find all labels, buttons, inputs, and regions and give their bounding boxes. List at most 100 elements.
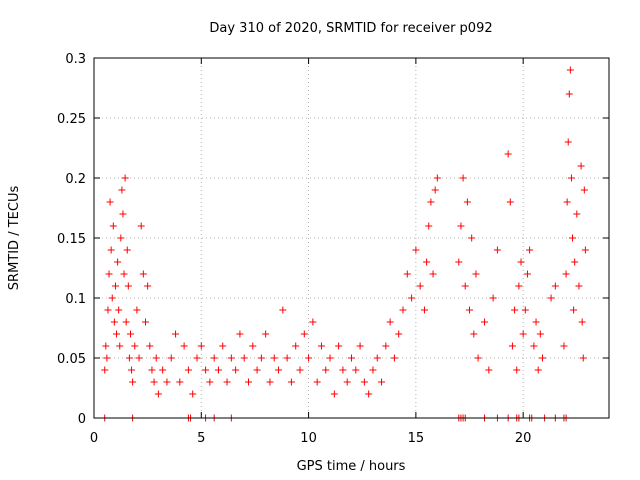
data-point bbox=[532, 318, 540, 326]
data-point bbox=[403, 270, 411, 278]
data-point bbox=[172, 330, 180, 338]
data-point bbox=[369, 366, 377, 374]
data-point bbox=[577, 162, 585, 170]
data-point bbox=[296, 366, 304, 374]
y-tick-label: 0.2 bbox=[65, 172, 86, 187]
data-point bbox=[365, 390, 373, 398]
data-point bbox=[569, 234, 577, 242]
data-point bbox=[360, 378, 368, 386]
data-point bbox=[137, 222, 145, 230]
data-point bbox=[154, 390, 162, 398]
data-point bbox=[523, 270, 531, 278]
data-point bbox=[339, 366, 347, 374]
data-point bbox=[431, 186, 439, 194]
data-point bbox=[232, 366, 240, 374]
data-point bbox=[122, 318, 130, 326]
data-point bbox=[416, 282, 424, 290]
data-point bbox=[472, 270, 480, 278]
data-point bbox=[219, 342, 227, 350]
data-point bbox=[202, 366, 210, 374]
data-point bbox=[163, 378, 171, 386]
data-point bbox=[146, 342, 154, 350]
data-point bbox=[580, 186, 588, 194]
data-point bbox=[189, 390, 197, 398]
data-point bbox=[489, 294, 497, 302]
data-point bbox=[126, 330, 134, 338]
y-tick-label: 0.15 bbox=[57, 232, 86, 247]
data-point bbox=[571, 258, 579, 266]
data-point bbox=[121, 174, 129, 182]
data-point bbox=[526, 246, 534, 254]
data-point bbox=[352, 366, 360, 374]
data-point bbox=[184, 366, 192, 374]
data-point bbox=[570, 306, 578, 314]
data-point bbox=[474, 354, 482, 362]
data-point bbox=[102, 342, 110, 350]
data-point bbox=[249, 342, 257, 350]
data-point bbox=[128, 366, 136, 374]
data-point bbox=[275, 366, 283, 374]
data-point bbox=[343, 378, 351, 386]
data-point bbox=[581, 246, 589, 254]
data-point bbox=[227, 354, 235, 362]
data-point bbox=[116, 342, 124, 350]
y-tick-label: 0.05 bbox=[57, 352, 86, 367]
y-axis-title: SRMTID / TECUs bbox=[7, 186, 22, 291]
data-point bbox=[348, 354, 355, 362]
data-point bbox=[579, 354, 587, 362]
data-point bbox=[538, 354, 546, 362]
data-point bbox=[481, 318, 489, 326]
data-point bbox=[270, 354, 278, 362]
data-point bbox=[313, 378, 321, 386]
data-point bbox=[433, 174, 441, 182]
data-point bbox=[193, 354, 201, 362]
data-point bbox=[124, 282, 132, 290]
data-point bbox=[110, 318, 118, 326]
x-tick-label: 20 bbox=[515, 431, 532, 446]
data-point bbox=[152, 354, 160, 362]
y-tick-label: 0 bbox=[78, 412, 86, 427]
data-point bbox=[144, 282, 152, 290]
data-point bbox=[386, 318, 394, 326]
data-point bbox=[139, 270, 147, 278]
y-tick-label: 0.3 bbox=[65, 52, 86, 67]
data-point bbox=[118, 186, 126, 194]
data-point bbox=[399, 306, 407, 314]
data-point bbox=[567, 174, 575, 182]
data-point bbox=[408, 294, 416, 302]
y-tick-label: 0.1 bbox=[65, 292, 86, 307]
data-point bbox=[283, 354, 291, 362]
data-point bbox=[167, 354, 175, 362]
data-point bbox=[530, 342, 538, 350]
data-point bbox=[109, 222, 117, 230]
x-tick-label: 10 bbox=[300, 431, 317, 446]
data-point bbox=[504, 150, 512, 158]
data-points bbox=[101, 66, 589, 422]
data-point bbox=[257, 354, 265, 362]
data-point bbox=[468, 234, 476, 242]
data-point bbox=[113, 330, 121, 338]
data-point bbox=[382, 342, 390, 350]
data-point bbox=[107, 246, 115, 254]
data-point bbox=[578, 318, 586, 326]
data-point bbox=[425, 222, 433, 230]
data-point bbox=[390, 354, 398, 362]
data-point bbox=[373, 354, 381, 362]
data-point bbox=[133, 306, 141, 314]
data-point bbox=[330, 390, 338, 398]
chart-title: Day 310 of 2020, SRMTID for receiver p09… bbox=[209, 21, 492, 36]
data-point bbox=[279, 306, 287, 314]
data-point bbox=[117, 234, 125, 242]
data-point bbox=[493, 246, 501, 254]
data-point bbox=[101, 366, 109, 374]
data-point bbox=[180, 342, 188, 350]
data-point bbox=[159, 366, 167, 374]
data-point bbox=[508, 342, 516, 350]
data-point bbox=[150, 378, 158, 386]
data-point bbox=[423, 258, 431, 266]
data-point bbox=[573, 210, 581, 218]
data-point bbox=[470, 330, 478, 338]
data-point bbox=[123, 246, 131, 254]
data-point bbox=[335, 342, 343, 350]
